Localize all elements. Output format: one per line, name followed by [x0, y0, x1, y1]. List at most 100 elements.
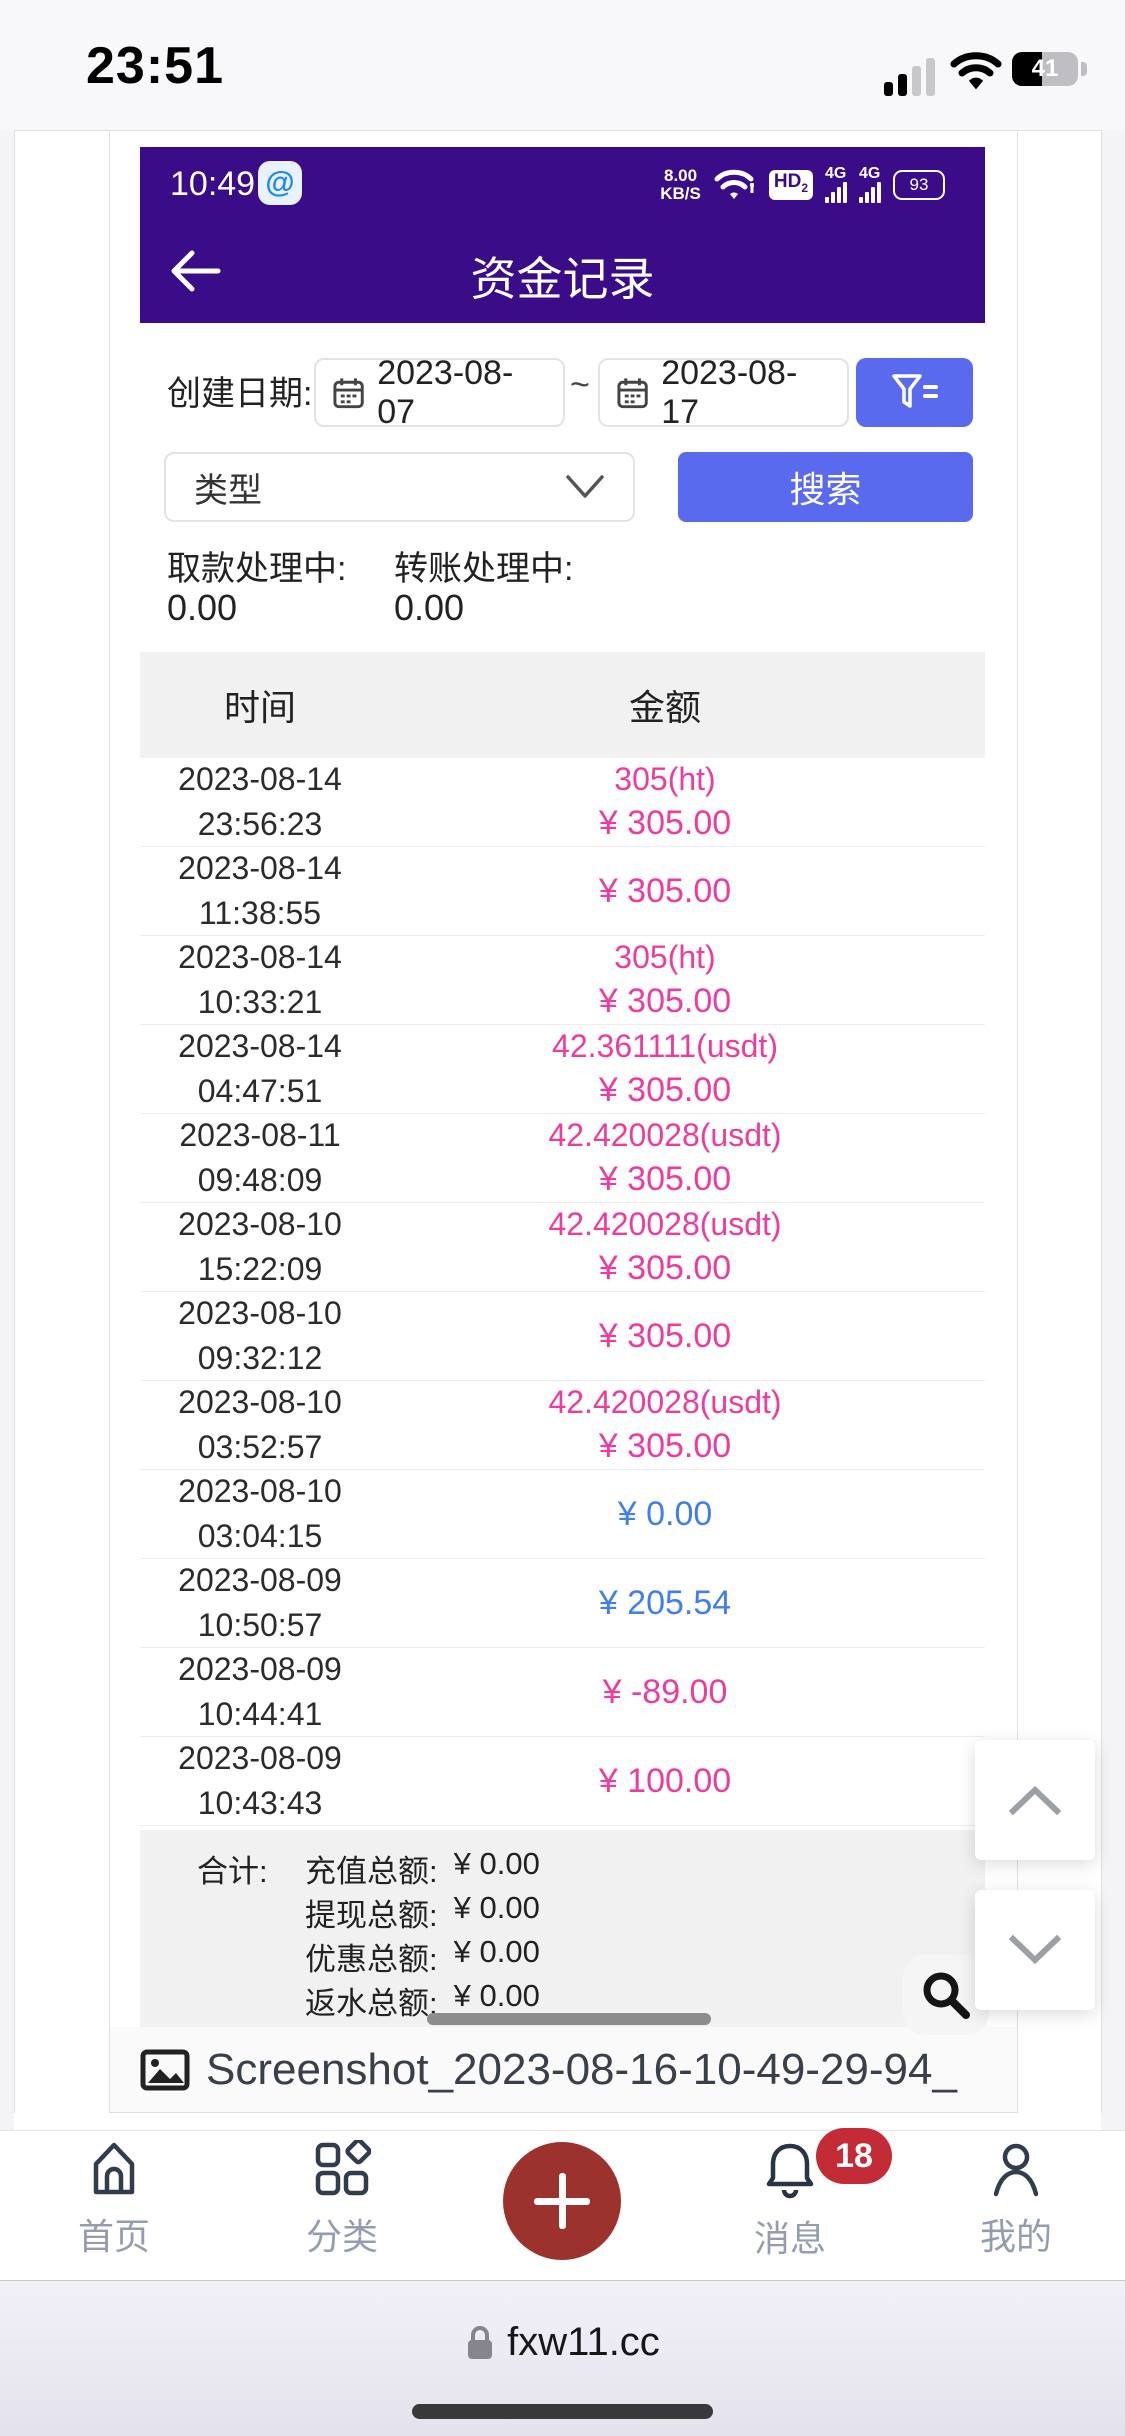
table-row[interactable]: 2023-08-11 09:48:09 42.420028(usdt) ¥ 30…	[140, 1114, 985, 1203]
row-date: 2023-08-10	[178, 1295, 342, 1331]
bell-icon	[766, 2143, 814, 2199]
amount-cell: 42.420028(usdt) ¥ 305.00	[380, 1381, 950, 1469]
search-button[interactable]: 搜索	[678, 452, 973, 522]
date-to-input[interactable]: 2023-08-17	[598, 354, 849, 431]
row-time: 10:33:21	[197, 984, 323, 1020]
row-time: 04:47:51	[197, 1073, 323, 1109]
table-row[interactable]: 2023-08-14 04:47:51 42.361111(usdt) ¥ 30…	[140, 1025, 985, 1114]
date-filter-label: 创建日期:	[167, 375, 313, 413]
row-time: 10:43:43	[197, 1785, 323, 1821]
amount-cell: 42.361111(usdt) ¥ 305.00	[380, 1025, 950, 1113]
outer-left-border	[14, 130, 15, 2113]
grid-icon	[315, 2140, 371, 2196]
row-date: 2023-08-14	[178, 1028, 342, 1064]
row-amount: ¥ -89.00	[602, 1672, 728, 1711]
amount-cell: 42.420028(usdt) ¥ 305.00	[380, 1114, 950, 1202]
row-date: 2023-08-09	[178, 1651, 342, 1687]
tab-home-label: 首页	[77, 2216, 150, 2257]
tab-messages-label: 消息	[753, 2218, 826, 2259]
summary-line-label: 优惠总额:	[305, 1942, 438, 1977]
time-cell: 2023-08-11 09:48:09	[140, 1114, 380, 1202]
table-row[interactable]: 2023-08-10 15:22:09 42.420028(usdt) ¥ 30…	[140, 1203, 985, 1292]
tab-categories[interactable]: 分类	[272, 2140, 412, 2260]
row-time: 10:50:57	[197, 1607, 323, 1643]
row-time: 10:44:41	[197, 1696, 323, 1732]
scroll-to-bottom-button[interactable]	[975, 1890, 1095, 2010]
battery-percent: 41	[1031, 55, 1059, 82]
app-battery-icon: 93	[893, 170, 945, 200]
transfer-pending-label: 转账处理中:	[394, 550, 574, 588]
add-post-button[interactable]	[503, 2142, 621, 2260]
page-left-margin	[0, 130, 14, 2130]
tab-mine-label: 我的	[979, 2216, 1052, 2257]
image-zoom-button[interactable]	[903, 1955, 989, 2035]
table-row[interactable]: 2023-08-10 03:04:15 ¥ 0.00	[140, 1470, 985, 1559]
tab-messages[interactable]: 消息	[720, 2140, 860, 2262]
back-arrow-icon[interactable]	[164, 239, 228, 308]
table-row[interactable]: 2023-08-10 09:32:12 ¥ 305.00	[140, 1292, 985, 1381]
tab-mine[interactable]: 我的	[946, 2140, 1086, 2260]
amount-cell: 305(ht) ¥ 305.00	[380, 758, 950, 846]
battery-icon: 41	[1012, 52, 1078, 86]
chevron-down-icon	[1009, 1935, 1061, 1965]
caption-filename: Screenshot_2023-08-16-10-49-29-94_	[206, 2044, 957, 2094]
tab-home[interactable]: 首页	[44, 2140, 184, 2260]
row-amount: ¥ 305.00	[598, 871, 732, 910]
time-cell: 2023-08-14 10:33:21	[140, 936, 380, 1024]
horizontal-scrollbar[interactable]	[427, 2013, 711, 2025]
battery-nub	[1081, 62, 1087, 76]
home-indicator[interactable]	[412, 2404, 713, 2419]
funnel-filter-icon	[891, 373, 938, 408]
type-select[interactable]: 类型	[164, 452, 635, 522]
chevron-down-icon	[566, 475, 604, 498]
table-row[interactable]: 2023-08-14 10:33:21 305(ht) ¥ 305.00	[140, 936, 985, 1025]
row-note: 42.361111(usdt)	[552, 1028, 778, 1064]
time-cell: 2023-08-09 10:43:43	[140, 1737, 380, 1825]
row-note: 42.420028(usdt)	[548, 1206, 782, 1242]
date-from-value: 2023-08-07	[377, 353, 514, 431]
row-amount: ¥ 305.00	[598, 982, 732, 1020]
table-row[interactable]: 2023-08-14 11:38:55 ¥ 305.00	[140, 847, 985, 936]
row-amount: ¥ 305.00	[598, 1427, 732, 1465]
date-from-input[interactable]: 2023-08-07	[314, 354, 565, 431]
records-list: 2023-08-14 23:56:23 305(ht) ¥ 305.00 202…	[140, 758, 985, 1830]
row-time: 23:56:23	[197, 806, 323, 842]
table-header: 时间 金额	[140, 652, 985, 758]
row-date: 2023-08-14	[178, 939, 342, 975]
table-row[interactable]: 2023-08-09 10:44:41 ¥ -89.00	[140, 1648, 985, 1737]
summary-line: 优惠总额: ¥ 0.00	[305, 1934, 540, 1978]
page-right-margin	[1101, 130, 1125, 2130]
summary-line: 充值总额: ¥ 0.00	[305, 1846, 540, 1890]
scroll-to-top-button[interactable]	[975, 1740, 1095, 1860]
row-date: 2023-08-14	[178, 761, 342, 797]
withdraw-pending-label: 取款处理中:	[167, 550, 347, 588]
address-bar[interactable]: fxw11.cc	[0, 2320, 1125, 2365]
page-title: 资金记录	[470, 253, 655, 305]
amount-cell: ¥ 305.00	[380, 847, 950, 935]
time-cell: 2023-08-10 03:52:57	[140, 1381, 380, 1469]
row-amount: ¥ 305.00	[598, 1071, 732, 1109]
cell-right-border	[1017, 130, 1018, 2113]
row-time: 15:22:09	[197, 1251, 323, 1287]
row-amount: ¥ 205.54	[598, 1583, 732, 1622]
row-date: 2023-08-14	[178, 850, 342, 886]
table-row[interactable]: 2023-08-14 23:56:23 305(ht) ¥ 305.00	[140, 758, 985, 847]
notification-app-icon: @	[258, 161, 302, 205]
network-speed: 8.00 KB/S	[660, 166, 701, 203]
person-icon	[993, 2143, 1039, 2197]
row-note: 305(ht)	[614, 939, 716, 975]
filter-button[interactable]	[856, 358, 973, 427]
table-row[interactable]: 2023-08-10 03:52:57 42.420028(usdt) ¥ 30…	[140, 1381, 985, 1470]
row-time: 03:04:15	[197, 1518, 323, 1554]
time-cell: 2023-08-14 04:47:51	[140, 1025, 380, 1113]
cell-left-border	[109, 130, 110, 2113]
table-row[interactable]: 2023-08-09 10:50:57 ¥ 205.54	[140, 1559, 985, 1648]
summary-line-label: 返水总额:	[305, 1986, 438, 2021]
app-wifi-icon	[714, 169, 754, 199]
time-cell: 2023-08-09 10:50:57	[140, 1559, 380, 1647]
table-row[interactable]: 2023-08-09 10:43:43 ¥ 100.00	[140, 1737, 985, 1826]
row-amount: ¥ 305.00	[598, 1160, 732, 1198]
embedded-screenshot-image[interactable]: 10:49 @ 8.00 KB/S HD2 4G 4G	[140, 147, 985, 2027]
amount-cell: ¥ 305.00	[380, 1292, 950, 1380]
